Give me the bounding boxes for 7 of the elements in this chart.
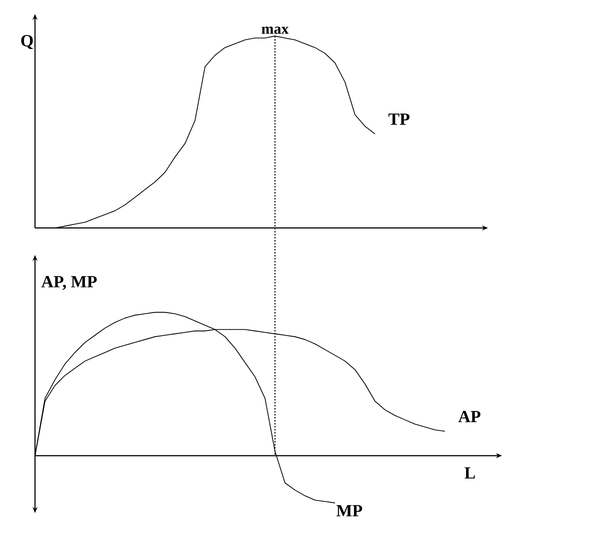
y-axis-title: AP, MP [41, 276, 97, 290]
annotation: max [262, 26, 289, 34]
series-label: AP [458, 410, 480, 422]
x-axis-title: L [464, 467, 475, 479]
series-label: TP [388, 114, 410, 125]
y-axis-title: Q [21, 34, 33, 49]
series-label: MP [336, 505, 362, 516]
